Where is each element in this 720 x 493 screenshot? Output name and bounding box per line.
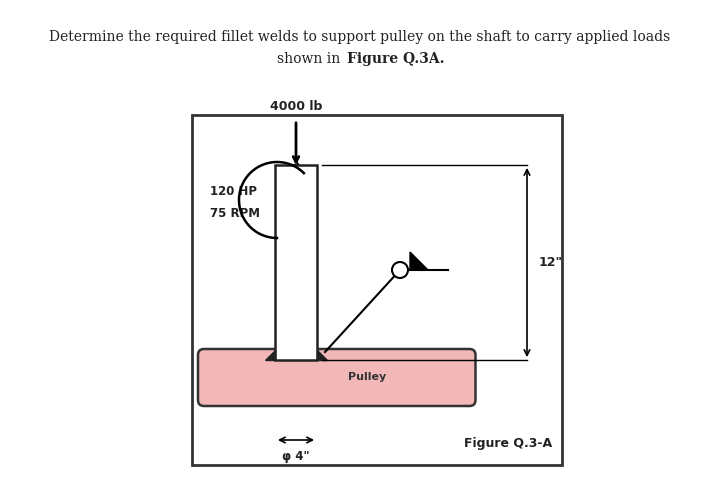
Text: Figure Q.3-A: Figure Q.3-A — [464, 437, 552, 450]
Text: Figure Q.3A.: Figure Q.3A. — [347, 52, 444, 66]
Text: 4000 lb: 4000 lb — [270, 100, 322, 113]
Polygon shape — [410, 252, 428, 270]
Text: 120 HP: 120 HP — [210, 185, 257, 198]
Bar — [275, 165, 317, 360]
Text: 75 RPM: 75 RPM — [210, 207, 260, 220]
Text: shown in: shown in — [277, 52, 345, 66]
Text: 12": 12" — [539, 256, 563, 269]
Bar — [192, 115, 562, 465]
Text: Pulley: Pulley — [348, 373, 386, 383]
FancyBboxPatch shape — [198, 349, 475, 406]
Circle shape — [392, 262, 408, 278]
Polygon shape — [265, 350, 275, 360]
Polygon shape — [317, 350, 327, 360]
Text: Determine the required fillet welds to support pulley on the shaft to carry appl: Determine the required fillet welds to s… — [50, 30, 670, 44]
Text: φ 4": φ 4" — [282, 450, 310, 463]
